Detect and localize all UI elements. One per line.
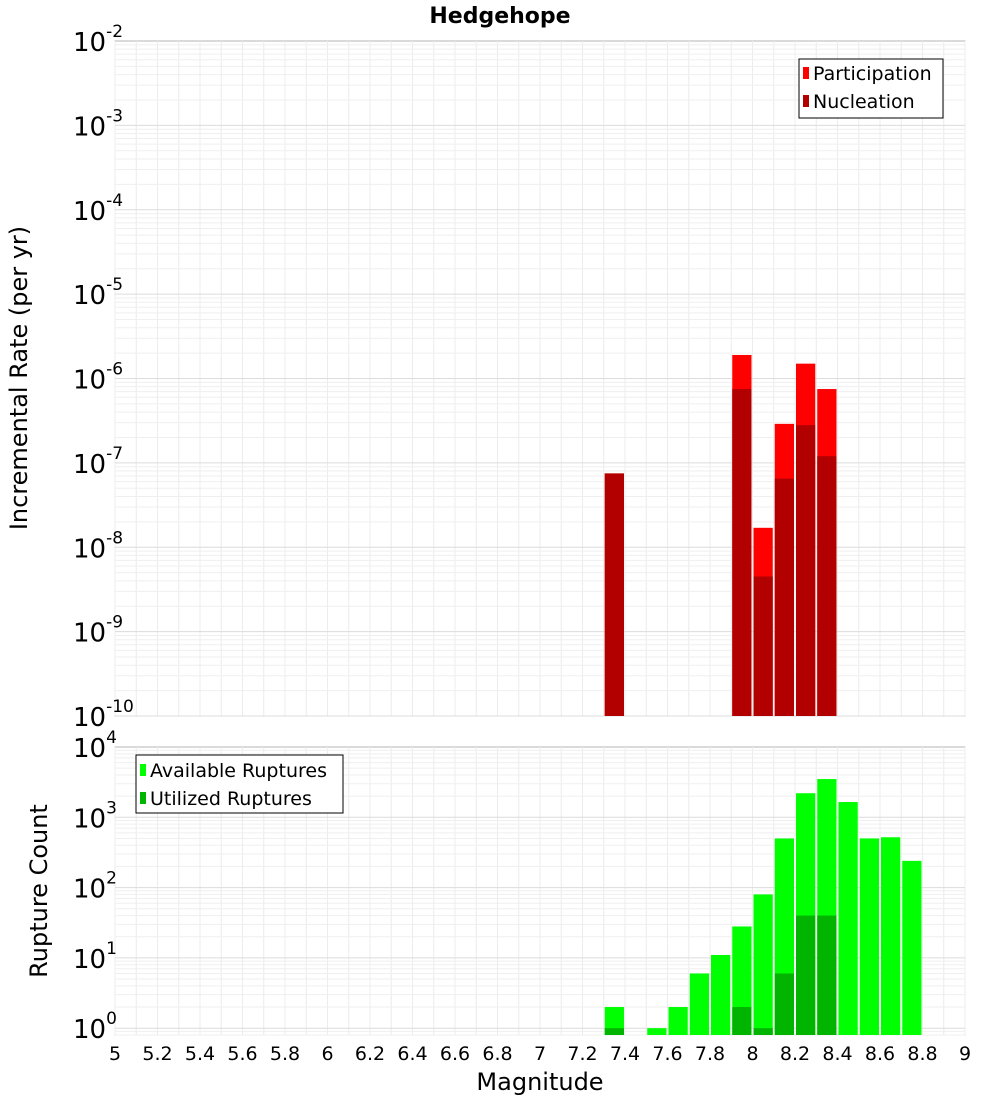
- bottom-y-tick-label: 100: [73, 1009, 117, 1045]
- bottom-bar-utilized-ruptures: [774, 973, 794, 1035]
- bottom-y-tick-label: 104: [73, 728, 117, 764]
- x-tick-label: 6.2: [355, 1043, 385, 1065]
- bottom-bars: [604, 779, 922, 1035]
- x-tick-label: 9: [959, 1043, 971, 1065]
- x-tick-label: 7.8: [695, 1043, 725, 1065]
- bottom-bar-utilized-ruptures: [753, 1028, 773, 1035]
- x-tick-label: 7.4: [610, 1043, 640, 1065]
- x-tick-label: 7.6: [652, 1043, 682, 1065]
- top-bar-nucleation: [753, 576, 773, 716]
- top-bar-nucleation: [796, 425, 816, 716]
- top-y-tick-label: 10-2: [73, 22, 123, 58]
- bottom-bar-available-ruptures: [859, 838, 879, 1035]
- x-tick-label: 7.2: [567, 1043, 597, 1065]
- x-tick-label: 8.4: [822, 1043, 852, 1065]
- bottom-bar-available-ruptures: [647, 1028, 667, 1035]
- bottom-bar-available-ruptures: [881, 837, 901, 1035]
- top-plot: 10-10 10-9 10-8 10-7 10-6 10-5 10-4 10-3 10-2 In…: [5, 22, 966, 733]
- x-tick-label: 8: [746, 1043, 758, 1065]
- top-bar-nucleation: [604, 473, 624, 716]
- x-tick-label: 6.4: [397, 1043, 427, 1065]
- x-tick-label: 5.6: [227, 1043, 257, 1065]
- bottom-legend-box: [135, 754, 344, 814]
- bottom-bar-utilized-ruptures: [604, 1028, 624, 1035]
- bottom-y-tick-labels: 100 101 102 103 104: [73, 728, 117, 1045]
- top-y-tick-label: 10-9: [73, 613, 123, 649]
- x-tick-label: 6.6: [440, 1043, 470, 1065]
- legend-label-participation: Participation: [813, 63, 932, 85]
- top-y-tick-label: 10-8: [73, 528, 123, 564]
- bottom-bar-available-ruptures: [604, 1007, 624, 1035]
- x-tick-label: 6.8: [482, 1043, 512, 1065]
- bottom-bar-available-ruptures: [902, 860, 922, 1035]
- bottom-legend: Available Ruptures Utilized Ruptures: [135, 754, 344, 814]
- legend-swatch-participation: [803, 67, 809, 79]
- top-y-tick-label: 10-7: [73, 444, 123, 480]
- bottom-y-tick-label: 102: [73, 869, 117, 905]
- x-tick-label: 8.6: [865, 1043, 895, 1065]
- bottom-bar-available-ruptures: [711, 954, 731, 1035]
- top-y-tick-label: 10-5: [73, 275, 123, 311]
- x-tick-label: 5: [109, 1043, 121, 1065]
- top-bar-nucleation: [817, 456, 837, 716]
- top-y-tick-label: 10-4: [73, 191, 123, 227]
- x-tick-label: 5.2: [142, 1043, 172, 1065]
- x-tick-label: 7: [534, 1043, 546, 1065]
- top-bars: [604, 354, 837, 716]
- bottom-bar-utilized-ruptures: [796, 915, 816, 1035]
- bottom-bar-available-ruptures: [838, 802, 858, 1035]
- legend-label-nucleation: Nucleation: [813, 91, 915, 113]
- legend-swatch-available: [140, 764, 146, 776]
- legend-swatch-utilized: [140, 792, 146, 804]
- legend-swatch-nucleation: [803, 95, 809, 107]
- top-y-axis-label: Incremental Rate (per yr): [5, 226, 33, 530]
- x-tick-label: 6: [321, 1043, 333, 1065]
- top-bar-nucleation: [732, 389, 752, 716]
- top-y-tick-label: 10-3: [73, 106, 123, 142]
- top-bar-nucleation: [774, 478, 794, 716]
- x-tick-label: 8.8: [907, 1043, 937, 1065]
- top-grid: [114, 41, 966, 717]
- x-tick-label: 5.4: [185, 1043, 215, 1065]
- top-legend-box: [798, 58, 944, 119]
- bottom-y-axis-label: Rupture Count: [25, 804, 53, 978]
- bottom-bar-utilized-ruptures: [817, 915, 837, 1035]
- bottom-bar-available-ruptures: [689, 973, 709, 1035]
- x-tick-label: 8.2: [780, 1043, 810, 1065]
- bottom-y-tick-label: 103: [73, 798, 117, 834]
- top-legend: Participation Nucleation: [798, 58, 944, 119]
- chart-title: Hedgehope: [429, 4, 570, 29]
- x-tick-labels: 5 5.2 5.4 5.6 5.8 6 6.2 6.4 6.6 6.8 7 7.2 7.4 7.6 7.8 8…: [109, 1043, 971, 1065]
- top-y-tick-labels: 10-10 10-9 10-8 10-7 10-6 10-5 10-4 10-3 10-2: [73, 22, 134, 733]
- legend-label-utilized: Utilized Ruptures: [150, 788, 312, 810]
- x-axis-label: Magnitude: [476, 1068, 603, 1096]
- bottom-bar-utilized-ruptures: [732, 1007, 752, 1035]
- bottom-bar-available-ruptures: [753, 894, 773, 1035]
- legend-label-available: Available Ruptures: [150, 760, 327, 782]
- bottom-plot: 100 101 102 103 104 5 5.2 5.4 5.6 5.8 6 6.2 6.4 6.6 6…: [25, 728, 971, 1096]
- top-y-tick-label: 10-10: [73, 697, 134, 733]
- bottom-y-tick-label: 101: [73, 939, 117, 975]
- bottom-bar-available-ruptures: [668, 1007, 688, 1035]
- top-y-tick-label: 10-6: [73, 360, 123, 396]
- x-tick-label: 5.8: [270, 1043, 300, 1065]
